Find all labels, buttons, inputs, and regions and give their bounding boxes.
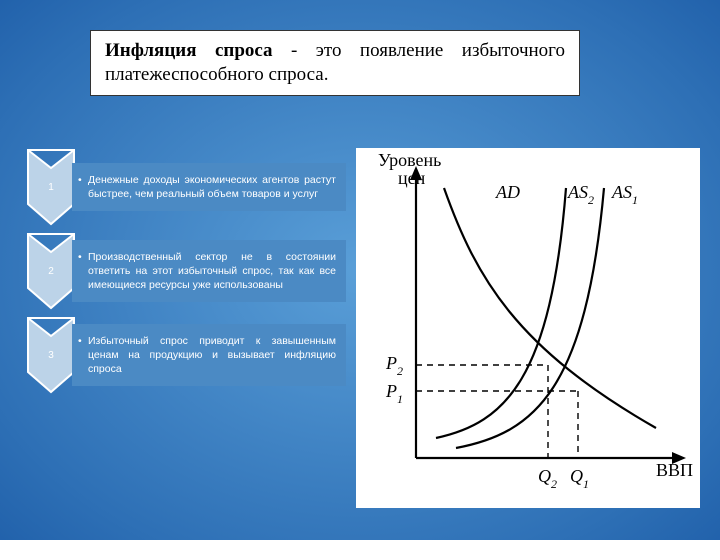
guide-lines (416, 365, 578, 458)
as2-curve (436, 188, 566, 438)
p2-label: P2 (385, 353, 403, 378)
x-axis (416, 452, 686, 464)
chevron-1: 1 (26, 148, 76, 226)
step-row: 3 Избыточный спрос приводит к завышенным… (26, 316, 346, 394)
chevron-2: 2 (26, 232, 76, 310)
chevron-3: 3 (26, 316, 76, 394)
step-number: 2 (48, 266, 54, 277)
economics-chart: Уровень цен ВВП AD AS2 AS1 P2 P1 Q2 Q1 (356, 148, 700, 508)
step-number: 1 (48, 182, 54, 193)
step-text: Избыточный спрос приводит к завышенным ц… (72, 324, 346, 387)
as1-label: AS1 (611, 182, 638, 207)
x-axis-label: ВВП (656, 460, 693, 480)
step-row: 2 Производственный сектор не в состоянии… (26, 232, 346, 310)
y-axis (410, 166, 422, 458)
p1-label: P1 (385, 381, 403, 406)
q2-label: Q2 (538, 466, 557, 491)
step-text: Денежные доходы экономических агентов ра… (72, 163, 346, 211)
as2-label: AS2 (567, 182, 594, 207)
step-row: 1 Денежные доходы экономических агентов … (26, 148, 346, 226)
title-term: Инфляция спроса (105, 40, 273, 61)
step-text: Производственный сектор не в состоянии о… (72, 240, 346, 303)
as1-curve (456, 188, 604, 448)
q1-label: Q1 (570, 466, 589, 491)
title-definition-box: Инфляция спроса - это появление избыточн… (90, 30, 580, 96)
steps-panel: 1 Денежные доходы экономических агентов … (26, 148, 346, 400)
y-axis-label: Уровень цен (378, 150, 446, 188)
step-number: 3 (48, 350, 54, 361)
ad-label: AD (495, 182, 520, 202)
